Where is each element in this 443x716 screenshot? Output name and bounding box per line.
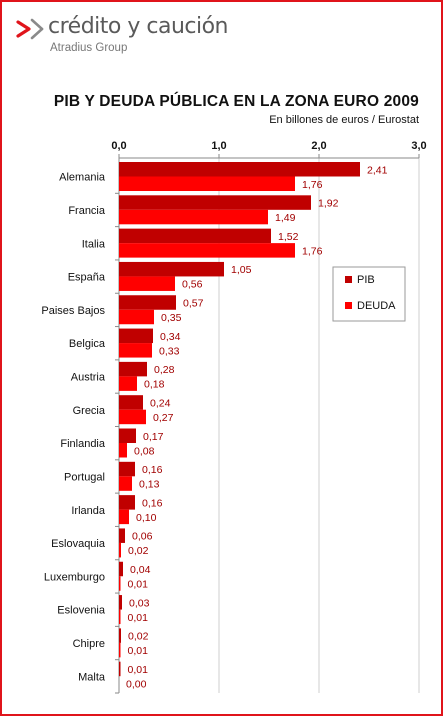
category-label: Francia — [68, 205, 106, 217]
category-label: Malta — [78, 671, 106, 683]
chart-subtitle: En billones de euros / Eurostat — [269, 114, 419, 126]
category-label: Belgica — [69, 338, 106, 350]
bar-deuda — [119, 243, 295, 258]
data-label: 0,33 — [159, 345, 180, 357]
bar-pib — [119, 195, 311, 210]
bar-pib — [119, 561, 123, 577]
data-label: 0,34 — [160, 331, 181, 343]
data-label: 1,52 — [278, 231, 299, 243]
data-label: 1,76 — [302, 245, 323, 257]
category-label: Eslovenia — [57, 605, 106, 617]
bar-deuda — [119, 443, 127, 458]
logo-mark-icon — [16, 18, 44, 40]
category-label: España — [68, 272, 106, 284]
bar-pib — [119, 595, 122, 610]
category-label: Alemania — [59, 172, 106, 184]
data-label: 0,08 — [134, 445, 155, 457]
bar-deuda — [119, 542, 121, 558]
category-label: Portugal — [64, 471, 105, 483]
brand-tagline: Atradius Group — [50, 42, 128, 54]
bar-pib — [119, 428, 136, 443]
bar-deuda — [119, 276, 175, 291]
bar-deuda — [119, 309, 154, 325]
data-label: 0,02 — [128, 631, 149, 643]
bar-pib — [119, 495, 135, 510]
data-label: 0,27 — [153, 412, 174, 424]
data-label: 0,56 — [182, 279, 203, 291]
legend-label: PIB — [357, 274, 375, 286]
data-label: 0,24 — [150, 397, 171, 409]
category-label: Austria — [71, 372, 106, 384]
data-label: 0,01 — [128, 579, 149, 591]
bar-pib — [119, 162, 360, 177]
bar-pib — [119, 661, 121, 677]
data-label: 0,16 — [142, 497, 163, 509]
bar-deuda — [119, 409, 146, 425]
bar-deuda — [119, 642, 121, 658]
x-tick-label: 1,0 — [211, 140, 226, 152]
data-label: 1,76 — [302, 179, 323, 191]
bar-pib — [119, 361, 147, 377]
data-label: 0,18 — [144, 379, 165, 391]
legend-label: DEUDA — [357, 300, 396, 312]
bar-deuda — [119, 609, 121, 625]
chart-title: PIB Y DEUDA PÚBLICA EN LA ZONA EURO 2009 — [53, 93, 419, 110]
bar-pib — [119, 261, 224, 277]
category-label: Chipre — [73, 638, 105, 650]
x-tick-label: 2,0 — [311, 140, 326, 152]
data-label: 1,92 — [318, 198, 339, 210]
category-label: Irlanda — [71, 505, 106, 517]
category-label: Italia — [82, 238, 106, 250]
data-label: 0,16 — [142, 464, 163, 476]
data-label: 0,06 — [132, 531, 153, 543]
bar-pib — [119, 528, 125, 543]
data-label: 0,57 — [183, 298, 204, 310]
bar-deuda — [119, 209, 268, 225]
x-tick-label: 0,0 — [111, 140, 126, 152]
bar-deuda — [119, 376, 137, 391]
category-label: Paises Bajos — [41, 305, 105, 317]
data-label: 0,00 — [126, 678, 147, 690]
data-label: 2,41 — [367, 164, 388, 176]
bar-pib — [119, 328, 153, 344]
bar-pib — [119, 228, 271, 244]
data-label: 1,49 — [275, 212, 296, 224]
bar-deuda — [119, 343, 152, 358]
bar-deuda — [119, 476, 132, 491]
category-label: Grecia — [73, 405, 106, 417]
legend-swatch — [345, 302, 352, 309]
data-label: 0,02 — [128, 545, 149, 557]
bar-deuda — [119, 509, 129, 525]
data-label: 0,17 — [143, 431, 164, 443]
data-label: 0,01 — [128, 664, 149, 676]
category-label: Luxemburgo — [44, 571, 105, 583]
brand-name: crédito y caución — [48, 14, 229, 39]
data-label: 0,10 — [136, 512, 157, 524]
brand-logo: crédito y caución Atradius Group — [16, 10, 276, 60]
category-label: Eslovaquia — [51, 538, 106, 550]
legend-swatch — [345, 276, 352, 283]
data-label: 1,05 — [231, 264, 252, 276]
bar-deuda — [119, 576, 121, 591]
data-label: 0,03 — [129, 597, 150, 609]
data-label: 0,35 — [161, 312, 182, 324]
bar-pib — [119, 628, 121, 643]
data-label: 0,13 — [139, 479, 160, 491]
bar-pib — [119, 461, 135, 477]
bar-pib — [119, 295, 176, 310]
data-label: 0,28 — [154, 364, 175, 376]
data-label: 0,04 — [130, 564, 151, 576]
data-label: 0,01 — [128, 612, 149, 624]
x-tick-label: 3,0 — [411, 140, 426, 152]
category-label: Finlandia — [60, 438, 106, 450]
data-label: 0,01 — [128, 645, 149, 657]
bar-deuda — [119, 176, 295, 191]
bar-pib — [119, 395, 143, 410]
